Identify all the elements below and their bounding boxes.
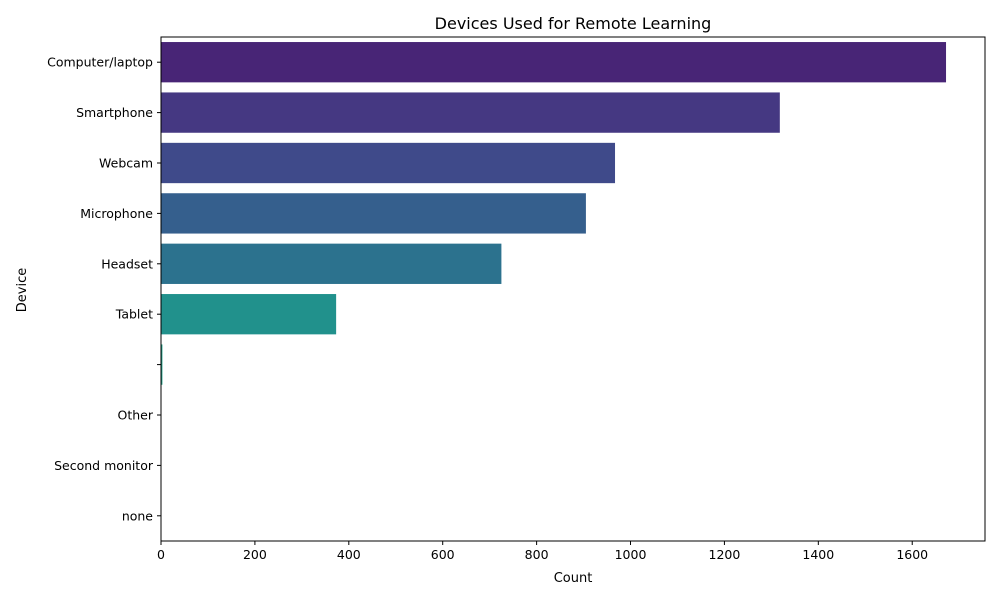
- x-tick-label: 0: [157, 547, 165, 562]
- y-tick-label: Other: [118, 408, 154, 423]
- bar: [161, 193, 586, 233]
- chart-title: Devices Used for Remote Learning: [435, 14, 712, 33]
- y-tick-label: Webcam: [99, 156, 153, 171]
- x-tick-label: 400: [337, 547, 361, 562]
- x-tick-label: 800: [525, 547, 549, 562]
- x-tick-label: 1400: [802, 547, 834, 562]
- x-tick-label: 1200: [709, 547, 741, 562]
- y-tick-label: Headset: [101, 256, 153, 271]
- y-tick-label: Second monitor: [54, 458, 154, 473]
- bars: [161, 42, 946, 536]
- x-tick-label: 1000: [615, 547, 647, 562]
- y-tick-label: Microphone: [80, 206, 153, 221]
- y-tick-label: Computer/laptop: [47, 55, 153, 70]
- bar: [161, 244, 501, 284]
- bar: [161, 294, 336, 334]
- x-axis-label: Count: [554, 571, 593, 586]
- y-tick-label: Tablet: [115, 307, 153, 322]
- x-tick-label: 1600: [896, 547, 928, 562]
- y-tick-label: none: [122, 508, 153, 523]
- bar: [161, 143, 615, 183]
- y-tick-label: Smartphone: [76, 105, 153, 120]
- bar: [161, 92, 780, 132]
- bar: [161, 42, 946, 82]
- y-axis-label: Device: [15, 268, 30, 312]
- x-axis-ticks: 0 200 400 600 800 1000 1200 1400 1600: [157, 541, 928, 562]
- x-tick-label: 600: [431, 547, 455, 562]
- x-tick-label: 200: [243, 547, 267, 562]
- y-axis-ticks: Computer/laptop Smartphone Webcam Microphon…: [47, 55, 161, 524]
